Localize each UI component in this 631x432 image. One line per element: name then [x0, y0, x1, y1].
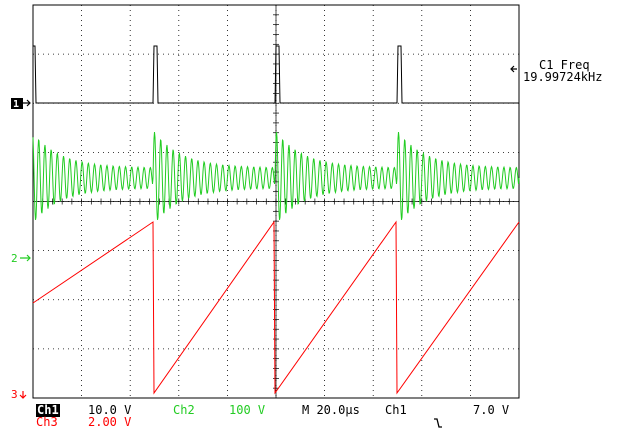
ch2-label[interactable]: Ch2	[173, 403, 195, 417]
ch1-trace	[33, 45, 519, 104]
ch2-scale: 100 V	[229, 403, 266, 417]
ch3-scale: 2.00 V	[88, 415, 132, 429]
timebase[interactable]: M 20.0µs	[302, 403, 360, 417]
ch3-trace	[32, 220, 520, 395]
trigger-slope-icon	[419, 404, 443, 432]
measurement-label: C1 Freq	[539, 58, 590, 72]
measurement-value: 19.99724kHz	[523, 70, 603, 84]
trigger-level: 7.0 V	[473, 403, 510, 417]
waveform-traces	[32, 45, 520, 395]
ch2-marker[interactable]: 2	[11, 252, 31, 265]
svg-text:2: 2	[11, 252, 18, 265]
trigger-source[interactable]: Ch1	[385, 403, 407, 417]
ch1-scale: 10.0 V	[88, 403, 132, 417]
ch2-trace	[32, 131, 520, 220]
ch3-marker[interactable]: 3	[11, 388, 27, 401]
ch1-marker[interactable]: 1	[11, 98, 31, 110]
ch3-label[interactable]: Ch3	[36, 415, 58, 429]
ch1-label[interactable]: Ch1	[36, 403, 60, 417]
svg-text:3: 3	[11, 388, 18, 401]
measurement-arrow-icon	[510, 65, 517, 73]
svg-text:1: 1	[13, 99, 19, 110]
